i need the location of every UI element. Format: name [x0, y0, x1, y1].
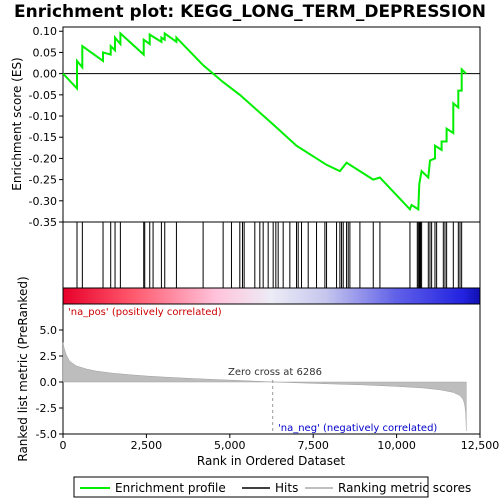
legend: Enrichment profile Hits Ranking metric s…: [73, 476, 471, 498]
es-y-tick-label: 0.10: [33, 25, 58, 38]
es-y-tick-label: -0.10: [29, 110, 57, 123]
legend-box: [73, 476, 429, 498]
chart-title: Enrichment plot: KEGG_LONG_TERM_DEPRESSI…: [14, 2, 486, 22]
x-tick-label: 2,500: [131, 439, 163, 452]
rank-y-axis-label: Ranked list metric (PreRanked): [16, 276, 30, 461]
hits-panel-frame: [62, 221, 481, 289]
x-tick-label: 7,500: [297, 439, 329, 452]
es-y-tick-label: -0.20: [29, 152, 57, 165]
rank-y-tick-label: -2.5: [36, 402, 57, 415]
x-tick-label: 0: [60, 439, 67, 452]
zero-cross-label: Zero cross at 6286: [228, 367, 322, 378]
hits-panel: [62, 221, 481, 289]
legend-ranking-metric-label: Ranking metric scores: [338, 481, 471, 495]
rank-y-tick-label: -5.0: [36, 428, 57, 441]
x-tick-label: 5,000: [214, 439, 246, 452]
rank-panel: 5.0 2.5 0.0 -2.5 -5.0 Zero cross at 6286 'na…: [16, 276, 481, 462]
rank-y-ticks: 5.0 2.5 0.0 -2.5 -5.0: [36, 324, 63, 441]
es-y-tick-label: -0.30: [29, 195, 57, 208]
es-y-tick-label: -0.25: [29, 174, 57, 187]
positive-correlation-label: 'na_pos' (positively correlated): [68, 307, 222, 318]
ranking-metric-area: [62, 342, 467, 431]
es-y-tick-label: 0.00: [33, 68, 58, 81]
rank-color-gradient: [62, 287, 481, 305]
rank-y-tick-label: 0.0: [40, 376, 58, 389]
rank-y-tick-label: 5.0: [40, 324, 58, 337]
es-panel-frame: [62, 26, 481, 223]
x-axis-label: Rank in Ordered Dataset: [197, 454, 345, 468]
x-tick-label: 10,000: [377, 439, 416, 452]
es-y-tick-label: -0.15: [29, 131, 57, 144]
es-y-tick-label: -0.05: [29, 89, 57, 102]
es-y-ticks: 0.10 0.05 0.00 -0.05 -0.10 -0.15 -0.20 -0.25 -0.…: [29, 25, 63, 229]
es-y-axis-label: Enrichment score (ES): [10, 57, 24, 190]
hit-lines: [76, 222, 463, 288]
x-axis-ticks: 0 2,500 5,000 7,500 10,000 12,500: [60, 434, 500, 452]
rank-y-tick-label: 2.5: [40, 350, 58, 363]
negative-correlation-label: 'na_neg' (negatively correlated): [278, 423, 437, 434]
legend-enrichment-profile-label: Enrichment profile: [115, 481, 226, 495]
es-y-tick-label: -0.35: [29, 216, 57, 229]
enrichment-profile-line: [62, 31, 467, 212]
es-y-tick-label: 0.05: [33, 46, 58, 59]
legend-hits-label: Hits: [275, 481, 298, 495]
rank-color-bar: [62, 287, 481, 305]
es-panel: 0.10 0.05 0.00 -0.05 -0.10 -0.15 -0.20 -0.25 -0.…: [10, 25, 481, 229]
x-tick-label: 12,500: [461, 439, 500, 452]
